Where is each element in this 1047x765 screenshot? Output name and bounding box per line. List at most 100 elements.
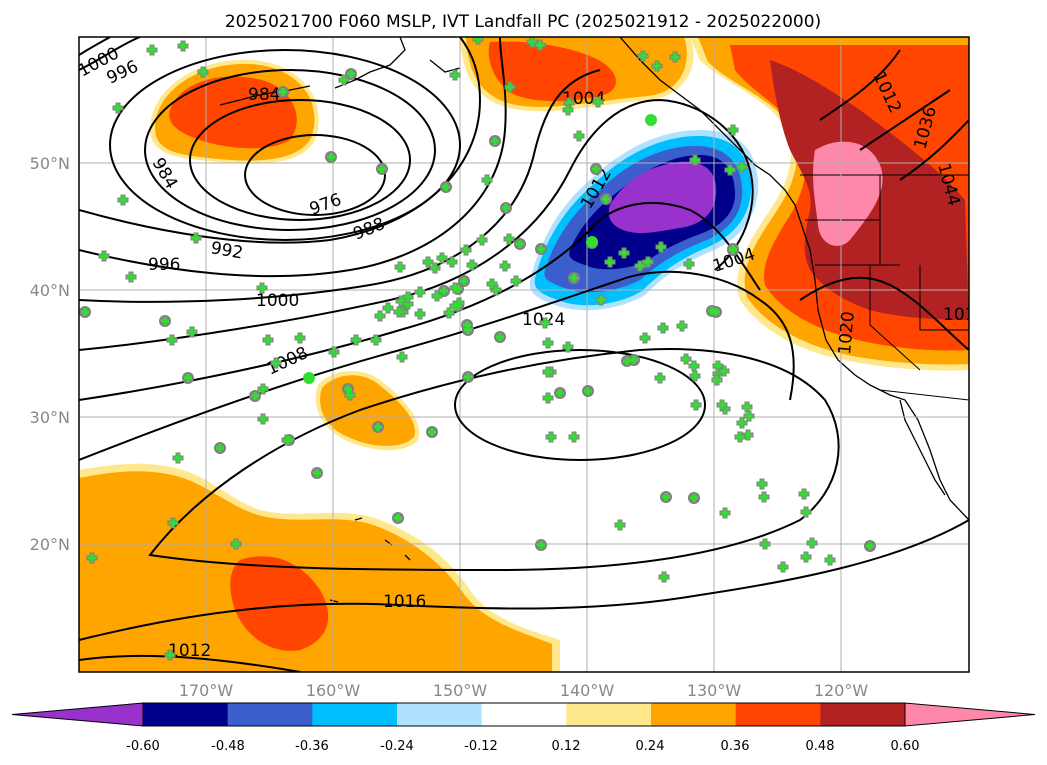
station-marker-plus <box>658 571 670 583</box>
station-marker-plus <box>592 96 604 108</box>
lon-label-120w: 120°W <box>814 681 869 700</box>
border-mexico <box>879 389 969 401</box>
contour-label: 1012 <box>168 641 211 661</box>
station-marker-plus <box>655 241 667 253</box>
lon-label-160w: 160°W <box>306 681 361 700</box>
station-marker-plus <box>414 308 426 320</box>
colorbar-swatch <box>735 703 821 726</box>
station-marker-plus-inner <box>442 183 450 191</box>
colorbar-swatch <box>312 703 398 726</box>
station-marker-plus-inner <box>866 542 875 551</box>
station-marker-dot <box>303 372 315 384</box>
station-marker-plus <box>422 256 434 268</box>
station-marker-plus <box>166 334 178 346</box>
station-marker-plus <box>716 399 728 411</box>
station-marker-plus <box>654 372 666 384</box>
station-marker-dot <box>645 114 657 126</box>
station-marker-plus <box>270 357 282 369</box>
station-marker-plus <box>256 282 268 294</box>
lat-label-40n: 40°N <box>30 281 70 300</box>
station-marker-plus <box>262 334 274 346</box>
station-marker-plus <box>724 164 736 176</box>
station-marker-plus <box>112 102 124 114</box>
contour-low-980 <box>189 99 411 221</box>
colorbar-swatch <box>143 703 229 726</box>
station-marker-plus <box>503 233 515 245</box>
station-marker-plus <box>472 37 484 45</box>
station-marker-plus <box>186 326 198 338</box>
station-marker-plus-inner <box>313 469 321 477</box>
station-marker-plus-inner <box>584 387 593 395</box>
station-marker-plus-inner <box>460 277 468 285</box>
station-marker-plus-inner <box>81 308 89 316</box>
station-marker-plus <box>125 271 137 283</box>
station-marker-plus <box>534 39 546 51</box>
station-marker-plus <box>718 365 730 377</box>
station-markers <box>79 37 876 661</box>
station-marker-plus <box>759 538 771 550</box>
lat-label-20n: 20°N <box>30 535 70 554</box>
colorbar-swatch <box>566 703 652 726</box>
plot-title: 2025021700 F060 MSLP, IVT Landfall PC (2… <box>225 12 821 32</box>
lon-label-140w: 140°W <box>560 681 615 700</box>
ivt-neg-purple <box>608 161 717 234</box>
station-marker-plus <box>86 552 98 564</box>
political-boundaries <box>800 174 969 401</box>
colorbar-tick-label: 0.60 <box>891 739 920 754</box>
station-marker-plus-inner <box>712 308 721 316</box>
colorbar-frame <box>142 702 906 727</box>
ivt-area-tropical <box>79 471 552 672</box>
station-marker-plus-inner <box>602 195 611 203</box>
station-marker-plus <box>230 538 242 550</box>
contour-1004 <box>79 98 754 351</box>
station-marker-plus <box>476 234 488 246</box>
station-marker-plus <box>167 517 179 529</box>
station-marker-plus <box>197 66 209 78</box>
contour-label: 1000 <box>256 291 299 311</box>
station-marker-plus-inner <box>623 357 632 365</box>
colorbar-tick-label: -0.60 <box>126 739 160 754</box>
contour-1012-south <box>79 654 301 672</box>
colorbar-extend-min <box>11 702 144 727</box>
station-marker-plus-inner <box>570 274 579 282</box>
station-marker-plus <box>146 44 158 56</box>
station-marker-plus <box>98 250 110 262</box>
station-marker-plus-inner <box>662 493 671 501</box>
contour-low-976 <box>244 134 386 216</box>
colorbar: -0.60 -0.48 -0.36 -0.24 -0.12 0.12 0.24 … <box>11 702 1036 754</box>
station-marker-plus <box>676 320 688 332</box>
bc-coast <box>754 164 801 221</box>
contour-1020 <box>148 348 840 572</box>
station-marker-plus <box>504 81 516 93</box>
contour-coast-2 <box>819 49 969 181</box>
station-marker-plus <box>328 346 340 358</box>
contour-996 <box>79 37 507 278</box>
colorbar-swatches <box>11 702 1036 727</box>
station-marker-plus <box>344 389 356 401</box>
station-marker-plus <box>542 392 554 404</box>
station-marker-plus <box>604 256 616 268</box>
station-marker-plus-inner <box>502 204 510 212</box>
station-marker-plus <box>637 50 649 62</box>
station-marker-plus <box>634 260 646 272</box>
station-marker-plus-inner <box>454 302 462 310</box>
station-marker-plus <box>370 334 382 346</box>
colorbar-tick-label: -0.36 <box>295 739 329 754</box>
lat-label-30n: 30°N <box>30 408 70 427</box>
station-marker-plus <box>736 161 748 173</box>
station-marker-plus <box>711 374 723 386</box>
station-marker-plus-inner <box>327 153 335 161</box>
station-marker-plus-inner <box>496 333 504 341</box>
station-marker-plus <box>568 431 580 443</box>
contour-label: 996 <box>148 255 180 275</box>
station-marker-plus <box>510 275 522 287</box>
contour-1000 <box>79 37 601 303</box>
station-marker-plus <box>443 307 455 319</box>
station-marker-plus <box>539 317 551 329</box>
station-marker-plus <box>651 60 663 72</box>
contour-label: 1020 <box>835 311 859 356</box>
latitude-labels: 50°N 40°N 30°N 20°N <box>30 154 70 554</box>
map-panel: 1000 996 984 984 976 988 992 996 1000 10… <box>79 37 969 672</box>
station-marker-plus-inner <box>463 321 471 329</box>
ivt-area-tropical-core <box>230 556 329 651</box>
